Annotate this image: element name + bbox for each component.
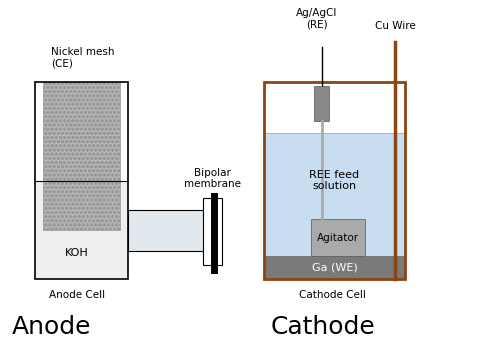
Text: Bipolar
membrane: Bipolar membrane bbox=[184, 168, 241, 190]
Bar bbox=[129, 210, 215, 251]
Bar bbox=[264, 82, 405, 279]
Bar bbox=[314, 86, 329, 121]
Text: Ag/AgCl
(RE): Ag/AgCl (RE) bbox=[297, 8, 338, 29]
Text: Agitator: Agitator bbox=[317, 233, 359, 243]
Bar bbox=[204, 198, 222, 265]
Text: REE feed
solution: REE feed solution bbox=[310, 170, 360, 191]
Bar bbox=[43, 82, 120, 230]
Text: Anode Cell: Anode Cell bbox=[49, 290, 105, 300]
Bar bbox=[264, 256, 405, 279]
Bar bbox=[35, 82, 129, 279]
Bar bbox=[129, 210, 215, 251]
Text: Cathode: Cathode bbox=[270, 314, 375, 339]
Text: Ga (WE): Ga (WE) bbox=[312, 263, 357, 273]
Text: Anode: Anode bbox=[12, 314, 91, 339]
Bar bbox=[311, 219, 365, 256]
Text: KOH: KOH bbox=[65, 248, 89, 258]
Text: Nickel mesh
(CE): Nickel mesh (CE) bbox=[51, 47, 115, 69]
Bar bbox=[35, 181, 129, 279]
Bar bbox=[35, 82, 129, 279]
Bar bbox=[264, 133, 405, 279]
Text: Cu Wire: Cu Wire bbox=[375, 22, 416, 31]
Text: Cathode Cell: Cathode Cell bbox=[299, 290, 366, 300]
Bar bbox=[264, 82, 405, 133]
